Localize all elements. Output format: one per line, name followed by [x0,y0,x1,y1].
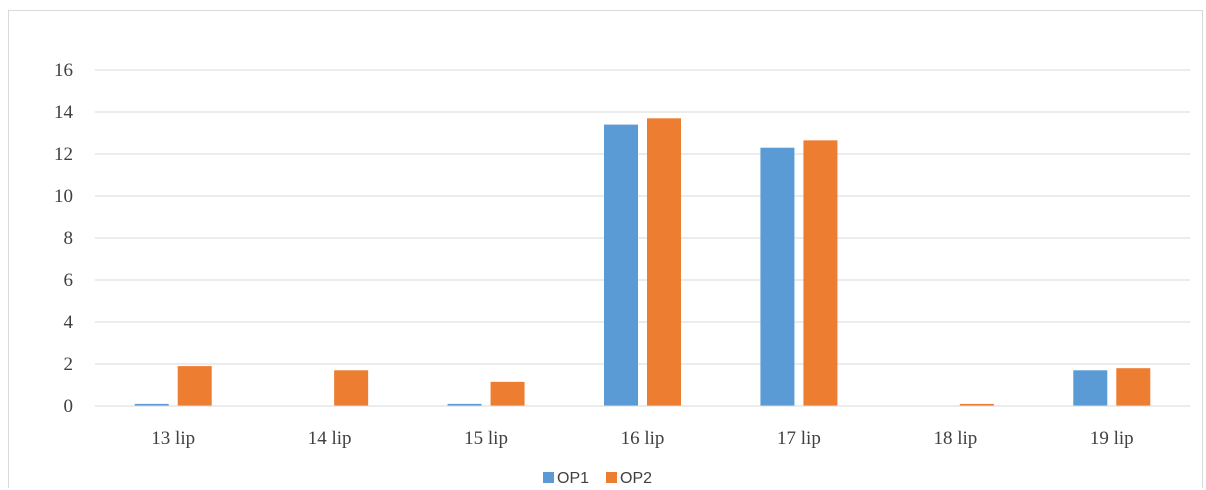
bar-op2-18-lip [959,403,994,406]
legend: OP1 OP2 [543,470,652,487]
bar-op1-15-lip [447,403,482,406]
y-tick-label: 14 [54,102,74,123]
x-tick-label: 18 lip [933,428,977,449]
y-tick-label: 4 [64,312,74,333]
bar-op2-17-lip [803,140,838,406]
y-tick-label: 8 [64,228,74,249]
legend-swatch-op1 [543,472,554,483]
bar-op1-19-lip [1073,370,1108,406]
bar-op2-15-lip [490,381,525,406]
bar-op1-13-lip [134,403,169,406]
x-tick-label: 17 lip [777,428,821,449]
y-tick-label: 0 [64,396,74,417]
gridlines [95,69,1190,365]
y-tick-label: 2 [64,354,74,375]
legend-swatch-op2 [606,472,617,483]
y-tick-label: 12 [54,144,73,165]
y-tick-label: 10 [54,186,73,207]
bar-op2-13-lip [177,366,212,406]
bar-op2-19-lip [1116,368,1151,406]
bar-op2-16-lip [647,118,681,407]
legend-label-op2: OP2 [620,470,652,487]
bar-op1-17-lip [760,147,795,406]
bars [134,118,1151,407]
x-axis: 13 lip 14 lip 15 lip 16 lip 17 lip 18 lip 19 l… [95,405,1190,449]
bar-op2-14-lip [334,370,369,406]
x-tick-label: 14 lip [308,428,352,449]
x-tick-label: 19 lip [1090,428,1134,449]
legend-label-op1: OP1 [557,470,589,487]
x-tick-label: 16 lip [621,428,665,449]
x-tick-label: 13 lip [151,428,195,449]
bar-op1-16-lip [604,124,638,406]
y-axis-ticks: 0 2 4 6 8 10 12 14 16 [54,60,74,417]
y-tick-label: 16 [54,60,73,81]
chart-frame [8,10,1203,488]
y-tick-label: 6 [64,270,74,291]
x-tick-label: 15 lip [464,428,508,449]
